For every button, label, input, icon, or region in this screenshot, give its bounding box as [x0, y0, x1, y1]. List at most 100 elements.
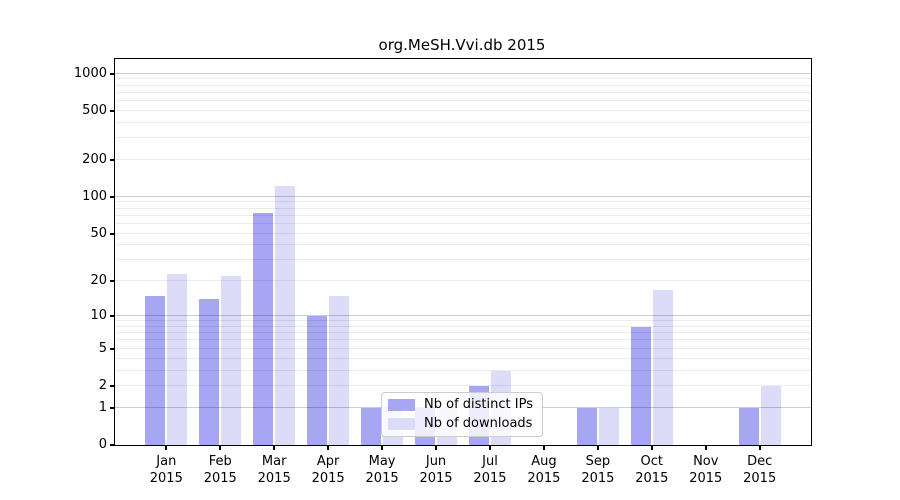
y-tick-mark-5 — [110, 347, 114, 350]
minor-gridline-400 — [115, 121, 811, 123]
x-tick-label-oct: Oct 2015 — [624, 453, 680, 487]
x-tick-label-feb: Feb 2015 — [192, 453, 248, 487]
x-tick-label-mar: Mar 2015 — [246, 453, 302, 487]
x-tick-mark-jan — [165, 446, 168, 450]
x-tick-label-line: Mar — [261, 454, 287, 469]
x-tick-label-line: 2015 — [635, 471, 669, 486]
x-tick-mark-sep — [596, 446, 599, 450]
bar-sep-downloads — [598, 407, 619, 445]
x-tick-mark-mar — [273, 446, 276, 450]
x-tick-label-line: Oct — [640, 454, 664, 469]
x-tick-mark-dec — [758, 446, 761, 450]
minor-gridline-70 — [115, 214, 811, 216]
bar-sep-distinct-ips — [576, 407, 597, 445]
x-tick-label-line: Jun — [425, 454, 447, 469]
y-tick-mark-200 — [110, 158, 114, 161]
y-tick-mark-1000 — [110, 72, 114, 75]
minor-gridline-6 — [115, 339, 811, 341]
x-tick-label-line: 2015 — [743, 471, 777, 486]
x-tick-mark-jun — [435, 446, 438, 450]
plot-area: 0 1 2 5 10 20 50 100 200 500 1000 Jan 2015 Feb 2015 Mar… — [74, 58, 812, 486]
x-tick-label-jun: Jun 2015 — [408, 453, 464, 487]
bar-jan-downloads — [167, 274, 188, 445]
x-tick-label-line: Sep — [585, 454, 611, 469]
y-tick-label-10: 10 — [90, 308, 107, 324]
x-tick-label-jan: Jan 2015 — [138, 453, 194, 487]
y-tick-label-2: 2 — [98, 377, 107, 393]
x-tick-mark-jul — [488, 446, 491, 450]
legend-label-distinct-ips: Nb of distinct IPs — [424, 397, 533, 412]
y-tick-label-20: 20 — [90, 273, 107, 289]
legend-swatch-distinct-ips — [388, 399, 416, 411]
x-tick-label-nov: Nov 2015 — [678, 453, 734, 487]
x-tick-label-line: Dec — [747, 454, 773, 469]
minor-gridline-800 — [115, 84, 811, 86]
x-tick-label-line: Jul — [482, 454, 498, 469]
minor-gridline-9 — [115, 320, 811, 322]
y-tick-mark-500 — [110, 109, 114, 112]
x-tick-mark-aug — [542, 446, 545, 450]
minor-gridline-300 — [115, 137, 811, 139]
x-tick-label-line: 2015 — [203, 471, 237, 486]
legend-label-downloads: Nb of downloads — [424, 416, 533, 431]
y-tick-mark-2 — [110, 384, 114, 387]
legend-row-downloads: Nb of downloads — [388, 417, 533, 431]
chart-title: org.MeSH.Vvi.db 2015 — [378, 36, 546, 54]
x-tick-label-line: Feb — [208, 454, 232, 469]
bar-oct-distinct-ips — [630, 326, 651, 445]
minor-gridline-900 — [115, 78, 811, 80]
x-tick-label-apr: Apr 2015 — [300, 453, 356, 487]
y-tick-label-0: 0 — [98, 437, 107, 452]
minor-gridline-3 — [115, 369, 811, 371]
y-tick-mark-20 — [110, 280, 114, 283]
minor-gridline-50 — [115, 232, 811, 234]
minor-gridline-8 — [115, 325, 811, 327]
minor-gridline-500 — [115, 109, 811, 111]
legend: Nb of distinct IPs Nb of downloads — [381, 392, 543, 437]
x-tick-label-may: May 2015 — [354, 453, 410, 487]
y-tick-mark-10 — [110, 315, 114, 318]
x-tick-label-line: 2015 — [311, 471, 345, 486]
x-tick-label-line: 2015 — [149, 471, 183, 486]
bar-jan-distinct-ips — [145, 295, 166, 445]
y-tick-label-50: 50 — [90, 225, 107, 241]
x-tick-label-line: Aug — [531, 454, 557, 469]
x-tick-label-line: Apr — [316, 454, 340, 469]
bar-dec-downloads — [760, 385, 781, 445]
x-tick-label-line: Jan — [156, 454, 177, 469]
y-tick-mark-50 — [110, 232, 114, 235]
bar-may-distinct-ips — [361, 407, 382, 445]
x-tick-label-line: Nov — [693, 454, 719, 469]
minor-gridline-90 — [115, 201, 811, 203]
y-tick-label-1000: 1000 — [73, 65, 107, 81]
y-tick-mark-1 — [110, 406, 114, 409]
legend-row-distinct-ips: Nb of distinct IPs — [388, 398, 533, 412]
x-tick-mark-feb — [219, 446, 222, 450]
minor-gridline-80 — [115, 207, 811, 209]
minor-gridline-200 — [115, 158, 811, 160]
legend-swatch-downloads — [388, 418, 416, 430]
major-gridline-1000 — [115, 72, 811, 74]
bar-feb-distinct-ips — [199, 299, 220, 445]
y-tick-mark-0 — [110, 444, 114, 446]
x-tick-mark-oct — [650, 446, 653, 450]
x-tick-mark-may — [381, 446, 384, 450]
major-gridline-100 — [115, 195, 811, 197]
y-tick-label-500: 500 — [82, 102, 107, 118]
minor-gridline-2 — [115, 384, 811, 386]
minor-gridline-4 — [115, 357, 811, 359]
x-tick-label-line: 2015 — [689, 471, 723, 486]
x-tick-label-line: 2015 — [419, 471, 453, 486]
x-tick-label-line: 2015 — [581, 471, 615, 486]
minor-gridline-700 — [115, 91, 811, 93]
y-tick-label-200: 200 — [82, 151, 107, 167]
minor-gridline-600 — [115, 99, 811, 101]
minor-gridline-60 — [115, 223, 811, 224]
x-tick-mark-nov — [704, 446, 707, 450]
major-gridline-10 — [115, 315, 811, 317]
y-tick-label-100: 100 — [82, 188, 107, 204]
bar-apr-distinct-ips — [307, 316, 328, 445]
x-tick-label-line: 2015 — [527, 471, 561, 486]
y-tick-label-5: 5 — [98, 340, 107, 356]
x-tick-label-jul: Jul 2015 — [462, 453, 518, 487]
